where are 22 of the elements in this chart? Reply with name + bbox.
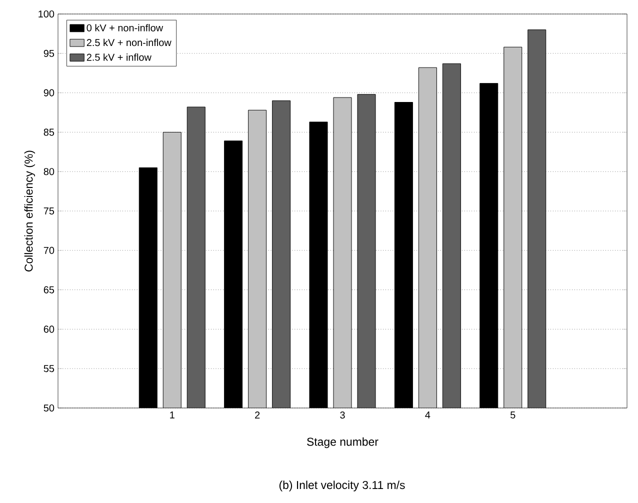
x-axis-title: Stage number — [307, 437, 378, 448]
legend-label: 0 kV + non-inflow — [86, 24, 164, 32]
x-tick-label: 2 — [255, 412, 260, 418]
y-tick-label: 70 — [44, 246, 54, 254]
y-tick-label: 85 — [44, 128, 54, 136]
x-tick-label: 1 — [170, 412, 174, 418]
y-tick-label: 60 — [44, 326, 54, 333]
y-tick-label: 95 — [44, 50, 54, 57]
x-tick-label: 4 — [425, 412, 430, 418]
legend-label: 2.5 kV + non-inflow — [86, 38, 172, 46]
text: (b) Inlet velocity 3.11 m/s — [279, 480, 405, 492]
y-tick-label: 50 — [44, 404, 54, 412]
y-tick-label: 80 — [44, 168, 54, 176]
x-tick-label: 5 — [510, 412, 516, 418]
y-tick-label: 55 — [44, 365, 54, 372]
x-tick-label: 3 — [340, 412, 345, 419]
y-tick-label: 75 — [44, 208, 54, 214]
y-tick-label: 100 — [38, 10, 54, 18]
y-tick-label: 90 — [44, 89, 54, 96]
y-tick-label: 65 — [44, 286, 54, 294]
y-axis-title: Collection efficiency (%) — [24, 150, 36, 272]
legend-label: 2.5 kV + inflow — [86, 53, 152, 61]
